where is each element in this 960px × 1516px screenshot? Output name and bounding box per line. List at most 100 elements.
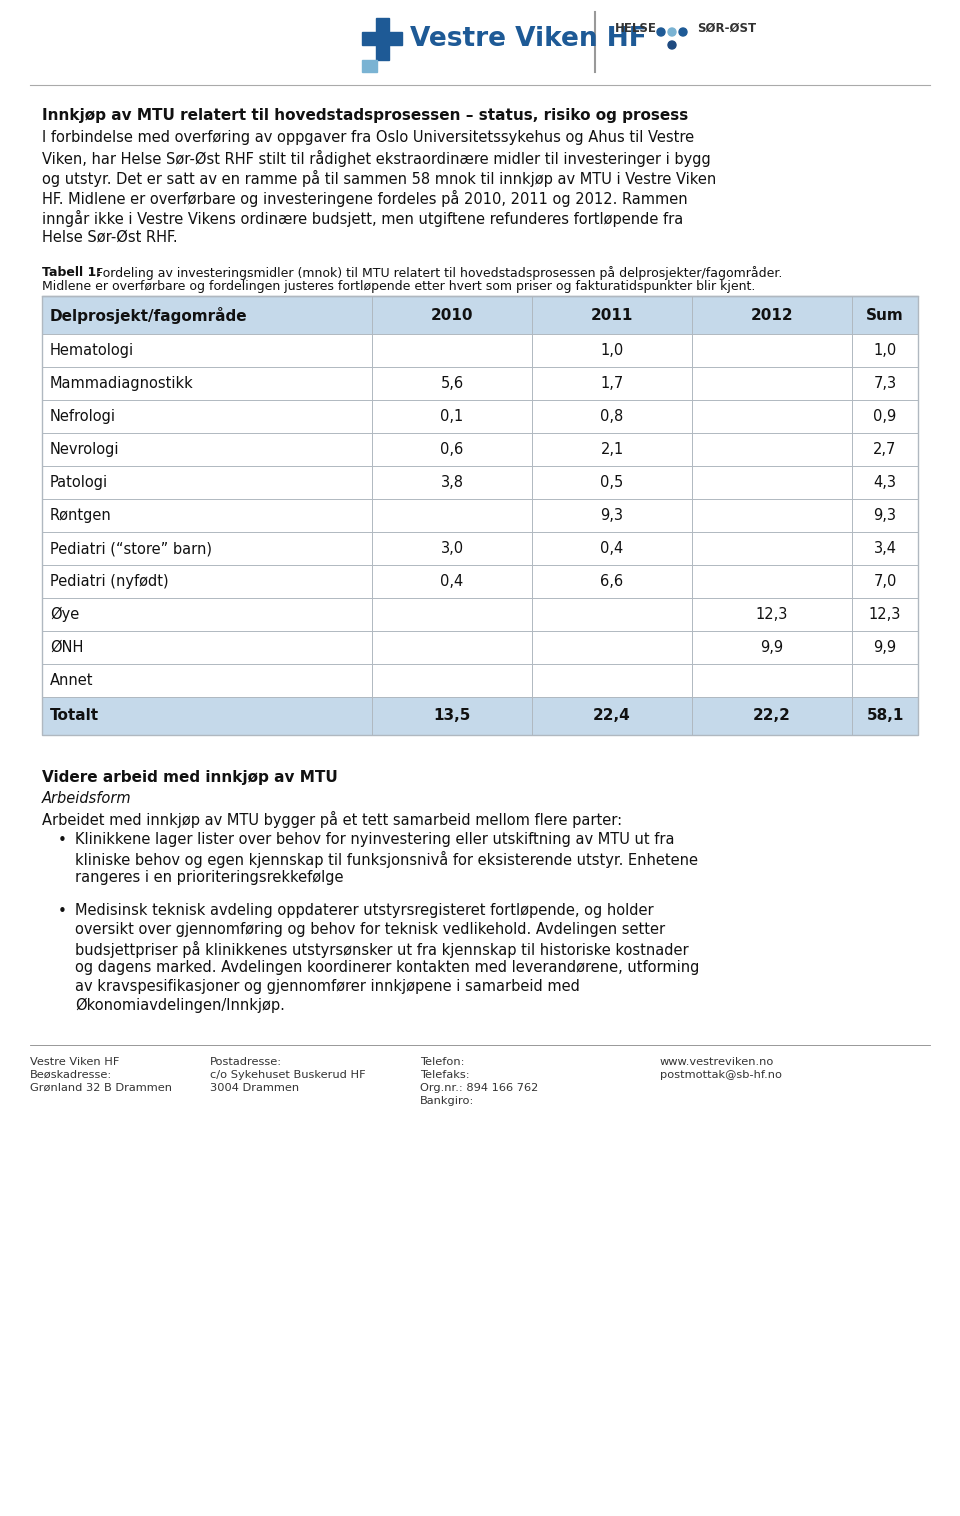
Text: •: •: [58, 832, 67, 847]
Text: 7,0: 7,0: [874, 575, 897, 590]
Text: 22,4: 22,4: [593, 708, 631, 723]
Bar: [42, 296, 918, 735]
Text: Annet: Annet: [50, 673, 93, 688]
Circle shape: [668, 41, 676, 49]
Text: I forbindelse med overføring av oppgaver fra Oslo Universitetssykehus og Ahus ti: I forbindelse med overføring av oppgaver…: [42, 130, 694, 146]
Bar: [42, 697, 918, 735]
Text: 0,4: 0,4: [441, 575, 464, 590]
Text: 12,3: 12,3: [869, 606, 901, 622]
Text: 4,3: 4,3: [874, 475, 897, 490]
Text: Grønland 32 B Drammen: Grønland 32 B Drammen: [30, 1082, 172, 1093]
Text: 0,5: 0,5: [600, 475, 624, 490]
Text: Hematologi: Hematologi: [50, 343, 134, 358]
Text: Beøskadresse:: Beøskadresse:: [30, 1070, 112, 1079]
Text: 0,8: 0,8: [600, 409, 624, 424]
Text: Fordeling av investeringsmidler (mnok) til MTU relatert til hovedstadsprosessen : Fordeling av investeringsmidler (mnok) t…: [92, 265, 782, 280]
Text: www.vestreviken.no: www.vestreviken.no: [660, 1057, 775, 1067]
Text: Vestre Viken HF: Vestre Viken HF: [410, 26, 647, 52]
Circle shape: [668, 27, 676, 36]
Text: HF. Midlene er overførbare og investeringene fordeles på 2010, 2011 og 2012. Ram: HF. Midlene er overførbare og investerin…: [42, 190, 687, 208]
Text: 9,9: 9,9: [760, 640, 783, 655]
Text: 1,7: 1,7: [600, 376, 624, 391]
Text: 2,1: 2,1: [600, 443, 624, 456]
Text: 0,9: 0,9: [874, 409, 897, 424]
Text: 2011: 2011: [590, 308, 634, 323]
Text: Pediatri (“store” barn): Pediatri (“store” barn): [50, 541, 212, 556]
Text: 13,5: 13,5: [433, 708, 470, 723]
Bar: [42, 597, 918, 631]
Text: Midlene er overførbare og fordelingen justeres fortløpende etter hvert som prise: Midlene er overførbare og fordelingen ju…: [42, 280, 756, 293]
Circle shape: [679, 27, 687, 36]
Text: 0,4: 0,4: [600, 541, 624, 556]
Text: budsjettpriser på klinikkenes utstyrsønsker ut fra kjennskap til historiske kost: budsjettpriser på klinikkenes utstyrsøns…: [75, 941, 688, 958]
Text: inngår ikke i Vestre Vikens ordinære budsjett, men utgiftene refunderes fortløpe: inngår ikke i Vestre Vikens ordinære bud…: [42, 211, 684, 227]
Text: Innkjøp av MTU relatert til hovedstadsprosessen – status, risiko og prosess: Innkjøp av MTU relatert til hovedstadspr…: [42, 108, 688, 123]
Text: Mammadiagnostikk: Mammadiagnostikk: [50, 376, 194, 391]
Text: Viken, har Helse Sør-Øst RHF stilt til rådighet ekstraordinære midler til invest: Viken, har Helse Sør-Øst RHF stilt til r…: [42, 150, 710, 167]
Text: Øye: Øye: [50, 606, 80, 622]
Text: Vestre Viken HF: Vestre Viken HF: [30, 1057, 119, 1067]
Text: Nefrologi: Nefrologi: [50, 409, 116, 424]
Text: Pediatri (nyfødt): Pediatri (nyfødt): [50, 575, 169, 590]
Bar: [42, 434, 918, 465]
Text: HELSE: HELSE: [615, 23, 657, 35]
Circle shape: [657, 27, 665, 36]
Text: SØR-ØST: SØR-ØST: [697, 23, 756, 35]
Text: 5,6: 5,6: [441, 376, 464, 391]
Text: 3,8: 3,8: [441, 475, 464, 490]
Text: ØNH: ØNH: [50, 640, 84, 655]
Bar: [42, 565, 918, 597]
Text: Telefaks:: Telefaks:: [420, 1070, 469, 1079]
Text: kliniske behov og egen kjennskap til funksjonsnivå for eksisterende utstyr. Enhe: kliniske behov og egen kjennskap til fun…: [75, 850, 698, 869]
Text: Postadresse:: Postadresse:: [210, 1057, 282, 1067]
Bar: [42, 400, 918, 434]
Text: 12,3: 12,3: [756, 606, 788, 622]
Text: 1,0: 1,0: [874, 343, 897, 358]
Text: Røntgen: Røntgen: [50, 508, 111, 523]
Bar: [362, 32, 402, 45]
Bar: [376, 18, 389, 61]
Bar: [42, 664, 918, 697]
Text: 7,3: 7,3: [874, 376, 897, 391]
Bar: [42, 532, 918, 565]
Text: •: •: [58, 904, 67, 919]
Text: 22,2: 22,2: [753, 708, 791, 723]
Text: 0,6: 0,6: [441, 443, 464, 456]
Text: Patologi: Patologi: [50, 475, 108, 490]
Text: Helse Sør-Øst RHF.: Helse Sør-Øst RHF.: [42, 230, 178, 246]
Text: Totalt: Totalt: [50, 708, 99, 723]
Text: Arbeidsform: Arbeidsform: [42, 791, 132, 807]
Bar: [362, 61, 377, 71]
Text: Arbeidet med innkjøp av MTU bygger på et tett samarbeid mellom flere parter:: Arbeidet med innkjøp av MTU bygger på et…: [42, 811, 622, 828]
Text: og utstyr. Det er satt av en ramme på til sammen 58 mnok til innkjøp av MTU i Ve: og utstyr. Det er satt av en ramme på ti…: [42, 170, 716, 186]
Text: Nevrologi: Nevrologi: [50, 443, 119, 456]
Text: 3,0: 3,0: [441, 541, 464, 556]
Bar: [42, 631, 918, 664]
Text: Klinikkene lager lister over behov for nyinvestering eller utskiftning av MTU ut: Klinikkene lager lister over behov for n…: [75, 832, 675, 847]
Text: Org.nr.: 894 166 762: Org.nr.: 894 166 762: [420, 1082, 539, 1093]
Text: rangeres i en prioriteringsrekkefølge: rangeres i en prioriteringsrekkefølge: [75, 870, 344, 885]
Text: 9,3: 9,3: [874, 508, 897, 523]
Text: 58,1: 58,1: [866, 708, 903, 723]
Text: 3,4: 3,4: [874, 541, 897, 556]
Text: Tabell 1:: Tabell 1:: [42, 265, 101, 279]
Text: 1,0: 1,0: [600, 343, 624, 358]
Text: 9,9: 9,9: [874, 640, 897, 655]
Bar: [42, 334, 918, 367]
Text: oversikt over gjennomføring og behov for teknisk vedlikehold. Avdelingen setter: oversikt over gjennomføring og behov for…: [75, 922, 665, 937]
Bar: [42, 499, 918, 532]
Bar: [42, 367, 918, 400]
Text: av kravspesifikasjoner og gjennomfører innkjøpene i samarbeid med: av kravspesifikasjoner og gjennomfører i…: [75, 979, 580, 994]
Text: Sum: Sum: [866, 308, 904, 323]
Text: Medisinsk teknisk avdeling oppdaterer utstyrsregisteret fortløpende, og holder: Medisinsk teknisk avdeling oppdaterer ut…: [75, 904, 654, 919]
Text: Videre arbeid med innkjøp av MTU: Videre arbeid med innkjøp av MTU: [42, 770, 338, 785]
Text: 6,6: 6,6: [600, 575, 624, 590]
Text: Bankgiro:: Bankgiro:: [420, 1096, 474, 1107]
Text: 2010: 2010: [431, 308, 473, 323]
Bar: [42, 465, 918, 499]
Text: 2012: 2012: [751, 308, 793, 323]
Text: 2,7: 2,7: [874, 443, 897, 456]
Text: og dagens marked. Avdelingen koordinerer kontakten med leverandørene, utforming: og dagens marked. Avdelingen koordinerer…: [75, 960, 700, 975]
Text: postmottak@sb-hf.no: postmottak@sb-hf.no: [660, 1070, 782, 1079]
Text: 3004 Drammen: 3004 Drammen: [210, 1082, 300, 1093]
